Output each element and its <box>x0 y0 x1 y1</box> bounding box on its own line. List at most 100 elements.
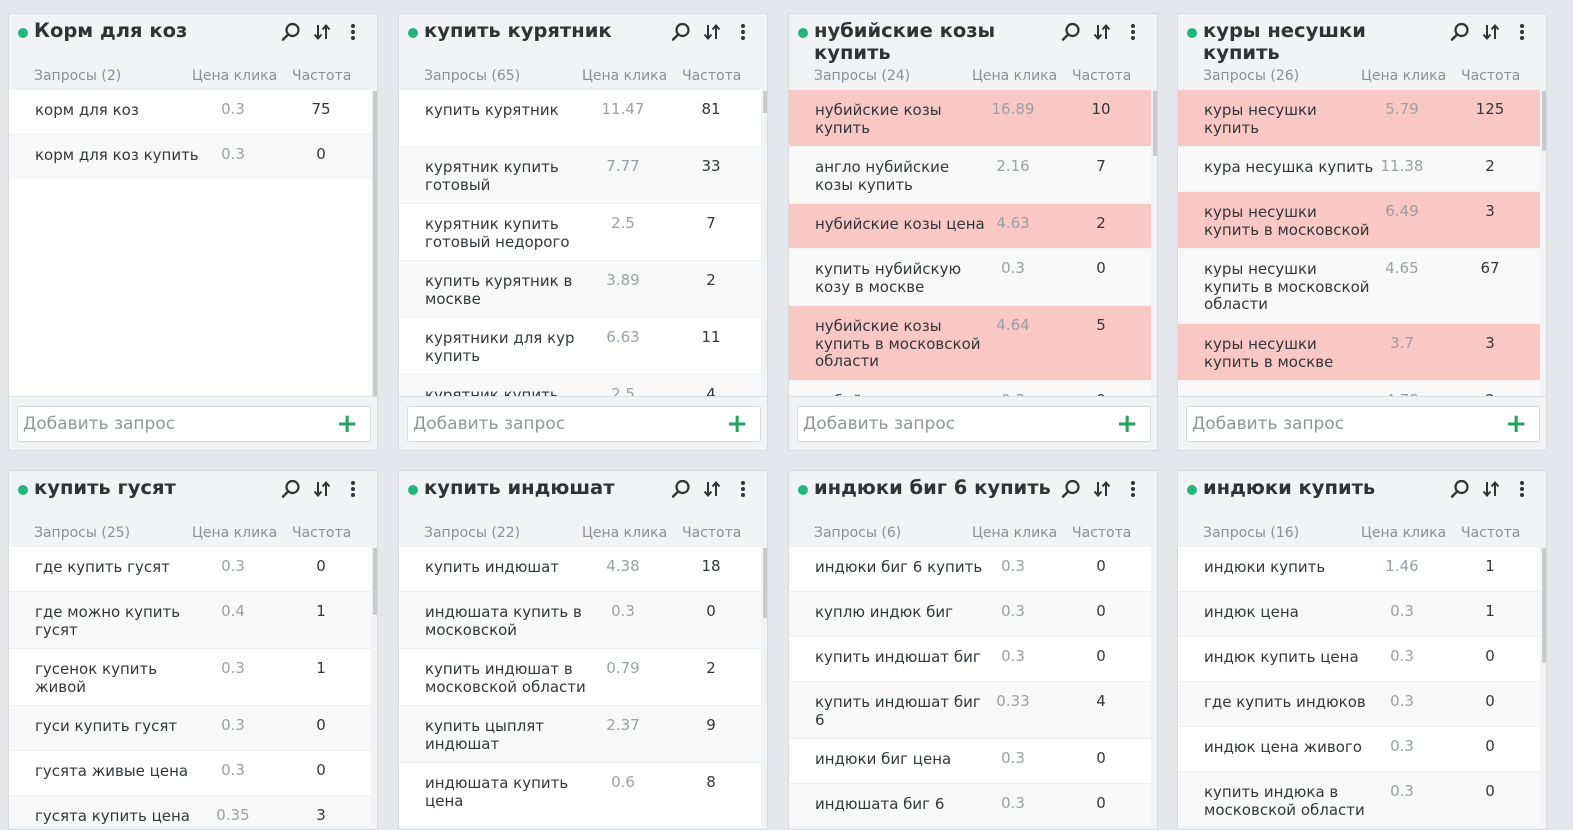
add-query-button[interactable]: + <box>1505 409 1527 439</box>
more-icon[interactable] <box>732 478 754 500</box>
sort-icon[interactable] <box>701 478 723 500</box>
query-row[interactable]: купить нубийскую козу в москве 0.3 0 <box>789 248 1151 305</box>
query-row[interactable]: индюшата биг 6 0.3 0 <box>789 783 1151 826</box>
add-query-input[interactable]: Добавить запрос + <box>17 406 371 442</box>
column-header-frequency[interactable]: Частота <box>1461 525 1521 541</box>
more-icon[interactable] <box>342 21 364 43</box>
search-icon[interactable] <box>670 478 692 500</box>
more-icon[interactable] <box>732 21 754 43</box>
query-row[interactable]: курятник купить готовый недорого 2.5 7 <box>399 203 761 260</box>
add-query-input[interactable]: Добавить запрос + <box>797 406 1151 442</box>
query-row[interactable]: куплю индюк биг 0.3 0 <box>789 591 1151 636</box>
query-row[interactable]: гусенок купить живой 0.3 1 <box>9 648 371 705</box>
search-icon[interactable] <box>1060 478 1082 500</box>
query-row[interactable]: нубийские козы цена 4.63 2 <box>789 203 1151 248</box>
query-row[interactable]: индюк цена 0.3 1 <box>1178 591 1540 636</box>
query-row[interactable]: купить цыплят индюшат 2.37 9 <box>399 705 761 762</box>
search-icon[interactable] <box>1449 478 1471 500</box>
more-icon[interactable] <box>1511 478 1533 500</box>
scrollbar[interactable] <box>373 548 377 615</box>
column-header-frequency[interactable]: Частота <box>1461 68 1521 84</box>
query-row[interactable]: курятник купить 2.5 4 <box>399 374 761 396</box>
query-row[interactable]: гусята купить цена 0.35 3 <box>9 795 371 826</box>
column-header-queries[interactable]: Запросы (25) <box>34 525 131 541</box>
query-row[interactable]: где можно купить гусят 0.4 1 <box>9 591 371 648</box>
query-row[interactable]: купить индюка в московской области 0.3 0 <box>1178 771 1540 826</box>
query-row[interactable]: нубийские козы купить в московской облас… <box>789 305 1151 380</box>
query-row[interactable]: англо нубийские козы купить 2.16 7 <box>789 146 1151 203</box>
sort-icon[interactable] <box>311 478 333 500</box>
column-header-price[interactable]: Цена клика <box>1361 525 1447 541</box>
column-header-frequency[interactable]: Частота <box>292 68 352 84</box>
add-query-input[interactable]: Добавить запрос + <box>407 406 761 442</box>
search-icon[interactable] <box>670 21 692 43</box>
sort-icon[interactable] <box>1480 21 1502 43</box>
query-row[interactable]: кура несушка купить 11.38 2 <box>1178 146 1540 191</box>
add-query-button[interactable]: + <box>336 409 358 439</box>
query-row[interactable]: индюшата купить в московской 0.3 0 <box>399 591 761 648</box>
column-header-price[interactable]: Цена клика <box>972 68 1058 84</box>
query-row[interactable]: индюки биг цена 0.3 0 <box>789 738 1151 783</box>
query-row[interactable]: индюки биг 6 купить 0.3 0 <box>789 546 1151 591</box>
sort-icon[interactable] <box>701 21 723 43</box>
query-row[interactable]: курятник купить готовый 7.77 33 <box>399 146 761 203</box>
scrollbar[interactable] <box>763 91 767 113</box>
sort-icon[interactable] <box>1480 478 1502 500</box>
column-header-price[interactable]: Цена клика <box>582 525 668 541</box>
scrollbar[interactable] <box>1153 91 1157 156</box>
more-icon[interactable] <box>1122 478 1144 500</box>
sort-icon[interactable] <box>311 21 333 43</box>
column-header-frequency[interactable]: Частота <box>682 525 742 541</box>
column-header-price[interactable]: Цена клика <box>972 525 1058 541</box>
column-header-queries[interactable]: Запросы (6) <box>814 525 902 541</box>
search-icon[interactable] <box>1449 21 1471 43</box>
column-header-price[interactable]: Цена клика <box>192 525 278 541</box>
search-icon[interactable] <box>1060 21 1082 43</box>
column-header-queries[interactable]: Запросы (16) <box>1203 525 1300 541</box>
column-header-price[interactable]: Цена клика <box>1361 68 1447 84</box>
column-header-price[interactable]: Цена клика <box>192 68 278 84</box>
column-header-queries[interactable]: Запросы (22) <box>424 525 521 541</box>
add-query-button[interactable]: + <box>1116 409 1138 439</box>
query-row[interactable]: где купить гусят 0.3 0 <box>9 546 371 591</box>
query-row[interactable]: нубийские0.3 0 <box>789 380 1151 396</box>
query-row[interactable]: куры несушки купить в московской области… <box>1178 248 1540 323</box>
query-row[interactable]: купить индюшат 4.38 18 <box>399 546 761 591</box>
more-icon[interactable] <box>1511 21 1533 43</box>
column-header-frequency[interactable]: Частота <box>292 525 352 541</box>
query-row[interactable]: гусята живые цена 0.3 0 <box>9 750 371 795</box>
scrollbar[interactable] <box>373 91 377 398</box>
column-header-queries[interactable]: Запросы (26) <box>1203 68 1300 84</box>
query-row[interactable]: купить индюшат биг 6 0.33 4 <box>789 681 1151 738</box>
query-row[interactable]: купить курятник 11.47 81 <box>399 89 761 146</box>
query-row[interactable]: куры несушки купить в москве 3.7 3 <box>1178 323 1540 380</box>
query-row[interactable]: индюк купить цена 0.3 0 <box>1178 636 1540 681</box>
query-row[interactable]: индюшата купить цена 0.6 8 <box>399 762 761 819</box>
column-header-frequency[interactable]: Частота <box>682 68 742 84</box>
scrollbar[interactable] <box>763 548 767 618</box>
search-icon[interactable] <box>280 21 302 43</box>
sort-icon[interactable] <box>1091 478 1113 500</box>
query-row[interactable]: купить индюшат биг 0.3 0 <box>789 636 1151 681</box>
query-row[interactable]: корм для коз купить 0.3 0 <box>9 134 371 179</box>
query-row[interactable]: купить курятник в москве 3.89 2 <box>399 260 761 317</box>
query-row[interactable]: где купить индюков 0.3 0 <box>1178 681 1540 726</box>
query-row[interactable]: корм для коз 0.3 75 <box>9 89 371 134</box>
more-icon[interactable] <box>1122 21 1144 43</box>
column-header-queries[interactable]: Запросы (2) <box>34 68 122 84</box>
sort-icon[interactable] <box>1091 21 1113 43</box>
query-row[interactable]: гуси купить гусят 0.3 0 <box>9 705 371 750</box>
query-row[interactable]: курятники для кур купить 6.63 11 <box>399 317 761 374</box>
column-header-price[interactable]: Цена клика <box>582 68 668 84</box>
column-header-frequency[interactable]: Частота <box>1072 525 1132 541</box>
query-row[interactable]: нубийские козы купить 16.89 10 <box>789 89 1151 146</box>
query-row[interactable]: индюк цена живого 0.3 0 <box>1178 726 1540 771</box>
scrollbar[interactable] <box>1542 91 1546 151</box>
query-row[interactable]: индюки купить 1.46 1 <box>1178 546 1540 591</box>
more-icon[interactable] <box>342 478 364 500</box>
column-header-queries[interactable]: Запросы (65) <box>424 68 521 84</box>
query-row[interactable]: куры несушки купить 5.79 125 <box>1178 89 1540 146</box>
add-query-button[interactable]: + <box>726 409 748 439</box>
query-row[interactable]: куры несушки купить в московской 6.49 3 <box>1178 191 1540 248</box>
scrollbar[interactable] <box>1542 548 1546 663</box>
